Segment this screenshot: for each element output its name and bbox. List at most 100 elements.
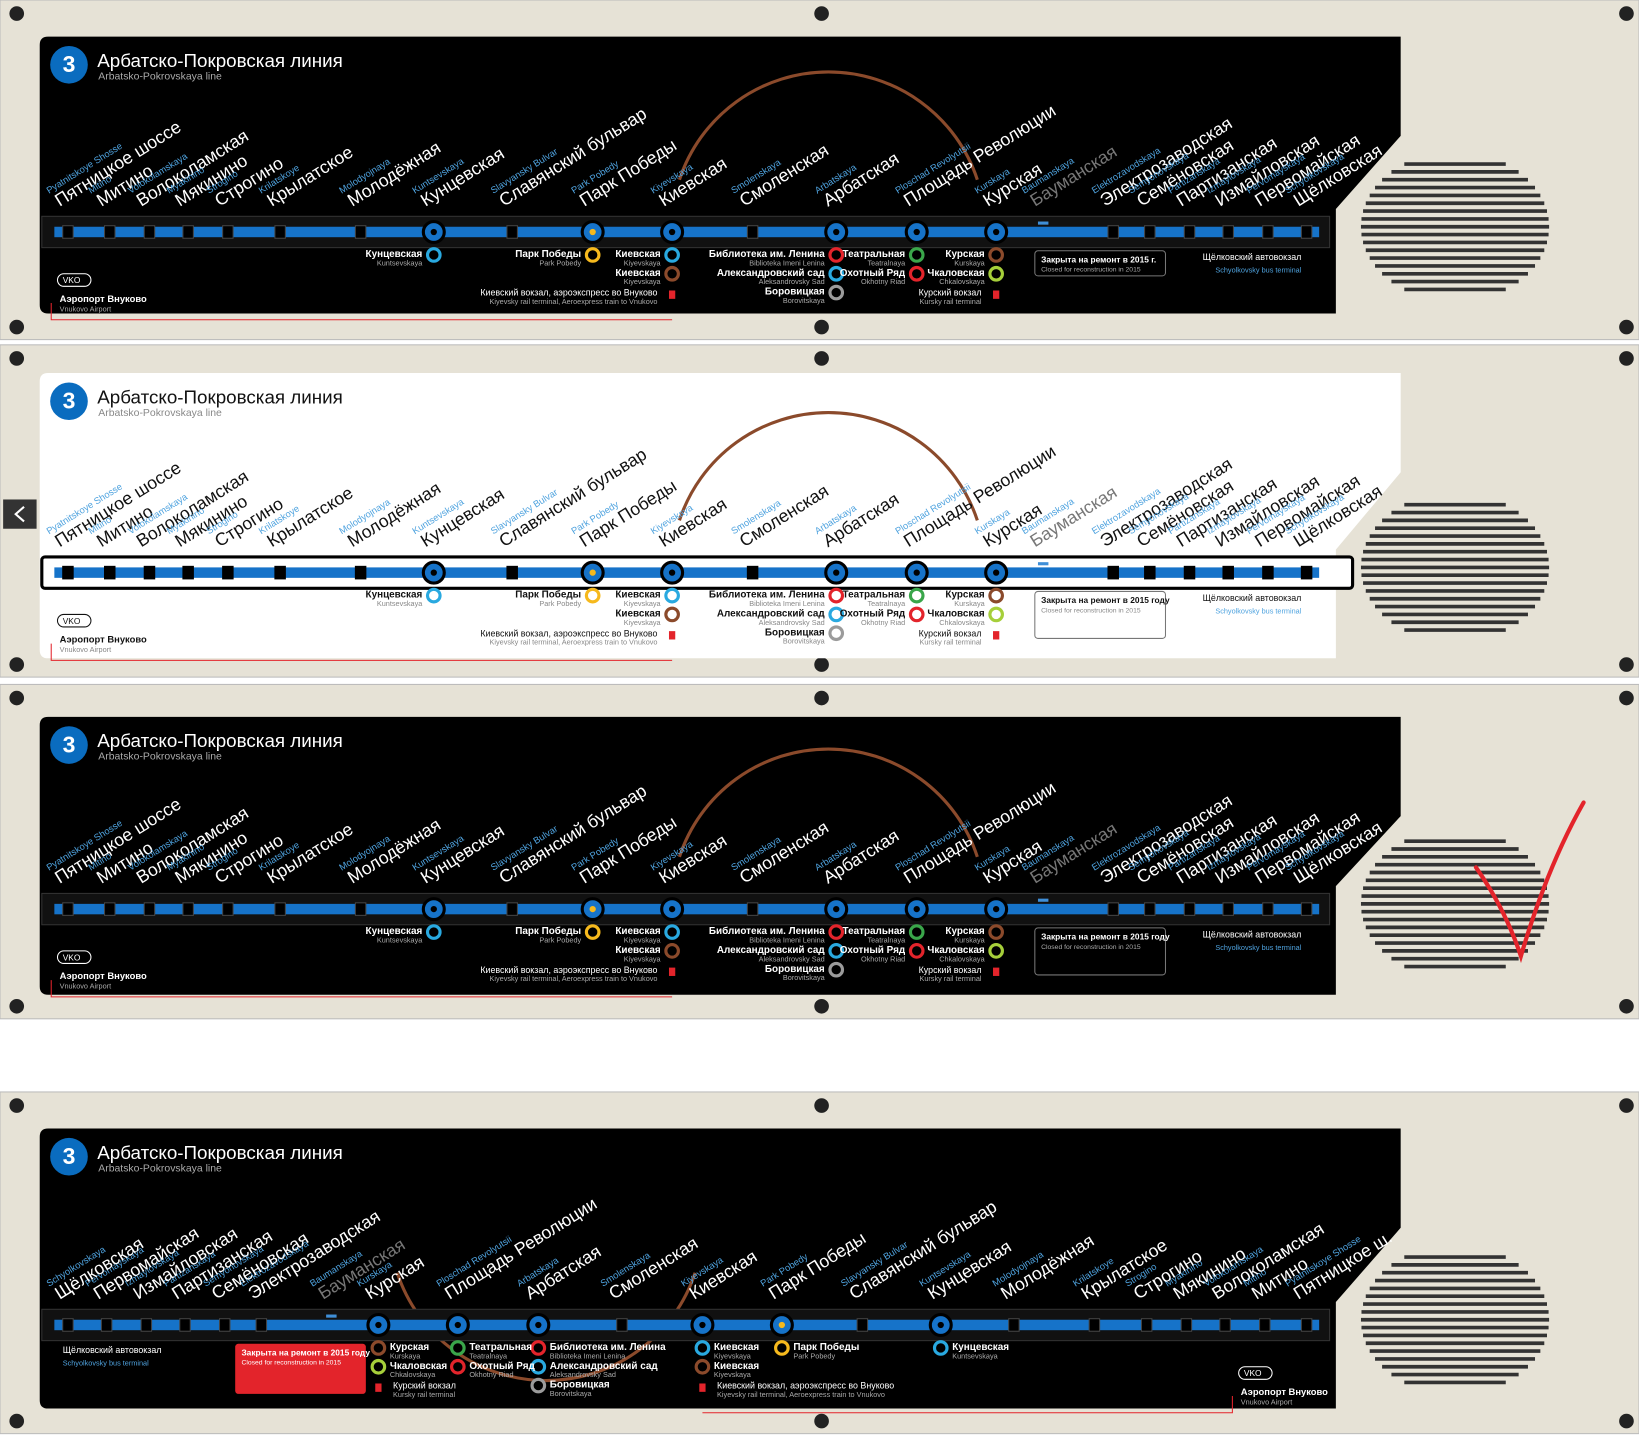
line-title: Арбатско-Покровская линия: [97, 50, 343, 71]
station-stop: [274, 902, 286, 916]
rail-icon: [668, 967, 676, 976]
station-stop: [62, 225, 74, 239]
station-dot: [993, 905, 1000, 913]
station-dot: [668, 569, 676, 576]
transfer-name-en: Park Pobedy: [539, 936, 581, 945]
station-stop: [1222, 565, 1234, 580]
bus-terminal-en: Schyolkovsky bus terminal: [1215, 943, 1301, 952]
transfer-name: Библиотека им. Ленина: [709, 249, 825, 260]
transfer-name-en: Kuntsevskaya: [377, 936, 423, 945]
station-stop: [179, 1318, 191, 1332]
station-stop: [222, 225, 234, 239]
station-stop: [1300, 1318, 1313, 1332]
transfer-name-en: Borovitskaya: [783, 296, 826, 305]
station-stop: [274, 565, 286, 580]
track-line: [54, 1319, 1320, 1331]
screw: [1619, 1413, 1634, 1429]
transfer-marker: [828, 265, 845, 282]
transfer-marker: [664, 943, 680, 959]
station-stop: [354, 902, 367, 916]
transfer-marker: [828, 247, 845, 263]
station-stop: [506, 565, 518, 580]
rail-terminal: Курский вокзал: [919, 965, 982, 975]
line-badge: [50, 726, 88, 764]
transfer-name: Охотный Ряд: [840, 945, 906, 956]
transfer-name-en: Kuntsevskaya: [377, 258, 423, 267]
transfer-name: Театральная: [843, 926, 906, 937]
transfer-name-en: Okhotny Riad: [861, 277, 905, 286]
review-checkmark: [1473, 800, 1586, 964]
transfer-marker: [988, 247, 1004, 263]
aeroexpress-route: [702, 1396, 1233, 1414]
transfer-name-en: Kiyevskaya: [624, 954, 662, 963]
transfer-name: Боровицкая: [765, 964, 825, 975]
transfer-marker: [828, 943, 845, 959]
sign-panel: 3 Арбатско-Покровская линияArbatsko-Pokro…: [0, 1091, 1639, 1435]
transfer-marker: [584, 247, 601, 263]
transfer-name: Чкаловская: [390, 1361, 447, 1372]
back-button[interactable]: [3, 499, 37, 529]
station-dot: [430, 905, 437, 913]
station-stop: [1107, 225, 1119, 239]
bus-terminal: Щёлковский автовокзал: [1203, 593, 1302, 603]
ring-line-arc: [677, 411, 979, 521]
station-stop: [354, 225, 367, 239]
rail-icon: [993, 967, 1000, 976]
line-badge: [50, 45, 88, 84]
station-dot: [454, 1321, 461, 1329]
rail-terminal-en: Kiyevsky rail terminal, Aeroexpress trai…: [490, 638, 658, 647]
station-dot: [833, 905, 840, 913]
station-stop: [255, 1318, 268, 1332]
airport-badge: [56, 950, 92, 964]
transfer-name-en: Okhotny Riad: [861, 618, 905, 627]
sign-panel: 3 Арбатско-Покровская линияArbatsko-Pokro…: [0, 0, 1639, 341]
transfer-name: Киевская: [615, 268, 660, 279]
transfer-name-en: Biblioteka Imeni Lenina: [550, 1351, 626, 1360]
closure-note-en: Closed for reconstruction in 2015: [1041, 944, 1141, 951]
rail-terminal: Киевский вокзал, аэроэкспресс во Внуково: [480, 288, 657, 298]
station-stop: [1300, 565, 1313, 580]
transfer-marker: [988, 924, 1004, 940]
rail-terminal-en: Kursky rail terminal: [919, 974, 981, 983]
station-dot: [937, 1321, 944, 1329]
screw: [814, 319, 829, 335]
airport-name: Аэропорт Внуково: [60, 293, 147, 304]
station-closed: [326, 1314, 337, 1318]
screw: [9, 690, 25, 706]
transfer-name: Киевская: [615, 609, 660, 620]
airport-name: Аэропорт Внуково: [60, 970, 147, 981]
screw: [1619, 6, 1634, 21]
closure-box: [235, 1343, 366, 1394]
station-dot: [699, 1321, 706, 1329]
transfer-marker: [694, 1340, 711, 1356]
transfer-name: Боровицкая: [765, 287, 825, 298]
transfer-marker: [988, 943, 1004, 959]
transfer-name: Парк Победы: [515, 926, 581, 937]
transfer-name: Охотный Ряд: [469, 1361, 535, 1372]
bus-terminal-en: Schyolkovsky bus terminal: [1215, 266, 1301, 275]
station-stop: [746, 225, 759, 239]
rail-icon: [668, 631, 676, 640]
rail-terminal-en: Kursky rail terminal: [393, 1390, 455, 1399]
closure-note: Закрыта на ремонт в 2015 году: [241, 1347, 370, 1357]
closure-note-en: Closed for reconstruction in 2015: [241, 1360, 341, 1367]
line-title: Арбатско-Покровская линия: [97, 386, 343, 407]
station-stop: [1222, 902, 1234, 916]
station-stop: [104, 225, 116, 239]
transfer-name-en: Teatralnaya: [867, 599, 906, 608]
station-dot: [993, 569, 1000, 576]
transfer-name-en: Okhotny Riad: [469, 1370, 513, 1379]
station-stop: [104, 902, 116, 916]
transfer-name: Чкаловская: [927, 945, 984, 956]
station-stop: [182, 225, 194, 239]
transfer-name: Александровский сад: [550, 1361, 659, 1372]
rail-terminal-en: Kursky rail terminal: [919, 297, 981, 306]
transfer-name: Киевская: [615, 926, 660, 937]
station-stop: [140, 1318, 153, 1332]
rail-terminal: Киевский вокзал, аэроэкспресс во Внуково: [480, 628, 657, 638]
station-stop: [1222, 225, 1234, 239]
station-stop: [1144, 565, 1156, 580]
station-dot: [913, 228, 920, 236]
screw: [9, 1413, 25, 1429]
closure-note-en: Closed for reconstruction in 2015: [1041, 607, 1141, 614]
